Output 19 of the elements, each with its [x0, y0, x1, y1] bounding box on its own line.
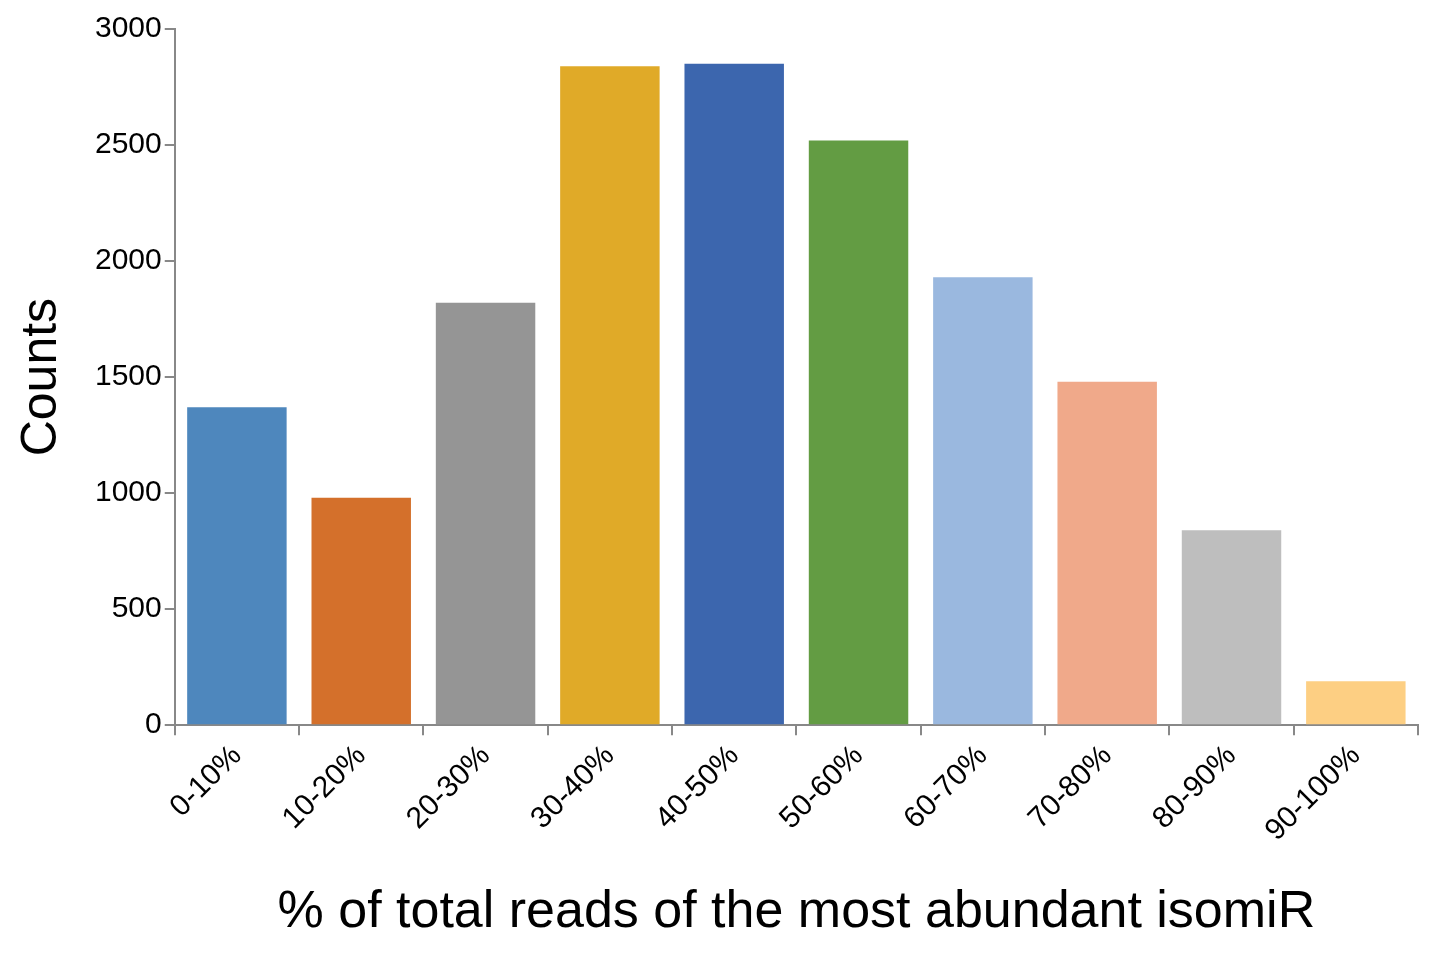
- bar: [1057, 381, 1157, 725]
- bar: [1306, 681, 1406, 725]
- y-tick-label: 1000: [94, 474, 162, 508]
- bar: [684, 63, 784, 725]
- y-axis-title: Counts: [10, 297, 67, 457]
- y-tick-label: 3000: [94, 10, 162, 44]
- bar: [560, 66, 660, 725]
- y-tick-label: 0: [145, 706, 162, 740]
- y-tick-label: 2500: [94, 126, 162, 160]
- x-axis-title: % of total reads of the most abundant isomiR: [277, 880, 1316, 939]
- y-tick-label: 500: [111, 590, 162, 624]
- bar: [808, 140, 909, 725]
- y-tick-label: 2000: [94, 242, 162, 276]
- y-tick-label: 1500: [94, 358, 162, 392]
- bar: [1181, 530, 1282, 725]
- bar: [933, 277, 1033, 725]
- bar: [435, 302, 536, 725]
- bar: [311, 497, 411, 725]
- bar: [187, 407, 287, 725]
